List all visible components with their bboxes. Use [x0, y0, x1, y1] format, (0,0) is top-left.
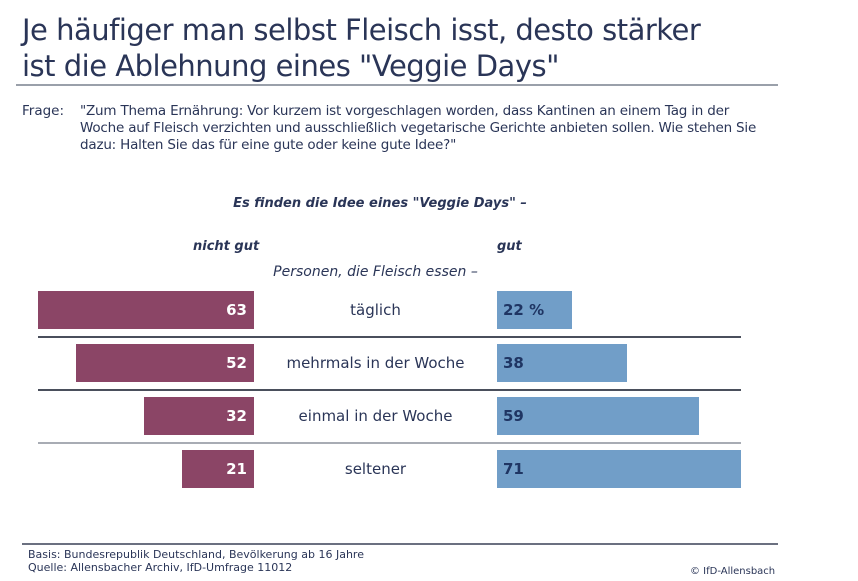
legend-nicht-gut: nicht gut: [193, 239, 260, 254]
title-line-2: ist die Ablehnung eines "Veggie Days": [22, 49, 559, 83]
category-label: seltener: [344, 460, 407, 478]
question-label: Frage:: [22, 103, 65, 119]
title-divider: [16, 84, 778, 86]
bar-gut: 22 %: [497, 291, 573, 329]
copyright: © IfD-Allensbach: [690, 566, 776, 577]
legend-gut: gut: [497, 239, 522, 254]
chart-subtitle: Es finden die Idee eines "Veggie Days" –: [233, 196, 527, 211]
question-text: "Zum Thema Ernährung: Vor kurzem ist vor…: [80, 103, 757, 153]
bar-nicht-gut: 21: [181, 450, 254, 488]
footer-source: Quelle: Allensbacher Archiv, IfD-Umfrage…: [28, 561, 293, 574]
footer-basis: Basis: Bundesrepublik Deutschland, Bevöl…: [28, 548, 364, 561]
category-label: einmal in der Woche: [298, 407, 453, 425]
bar-gut: 59: [497, 397, 700, 435]
row-separator: [38, 389, 741, 391]
bar-gut: 38: [497, 344, 628, 382]
category-label: täglich: [350, 301, 401, 319]
row-separator: [38, 442, 741, 444]
survey-question: Frage: "Zum Thema Ernährung: Vor kurzem …: [22, 103, 762, 154]
title-line-1: Je häufiger man selbst Fleisch isst, des…: [22, 13, 701, 47]
bar-nicht-gut: 52: [75, 344, 254, 382]
footer-notes: Basis: Bundesrepublik Deutschland, Bevöl…: [28, 548, 364, 574]
bar-nicht-gut: 32: [144, 397, 254, 435]
category-label: mehrmals in der Woche: [286, 354, 465, 372]
row-separator: [38, 336, 741, 338]
chart-title: Je häufiger man selbst Fleisch isst, des…: [22, 12, 701, 84]
bar-nicht-gut: 63: [37, 291, 254, 329]
footer-divider: [22, 543, 778, 545]
bar-gut: 71: [497, 450, 741, 488]
category-header: Personen, die Fleisch essen –: [273, 264, 478, 280]
